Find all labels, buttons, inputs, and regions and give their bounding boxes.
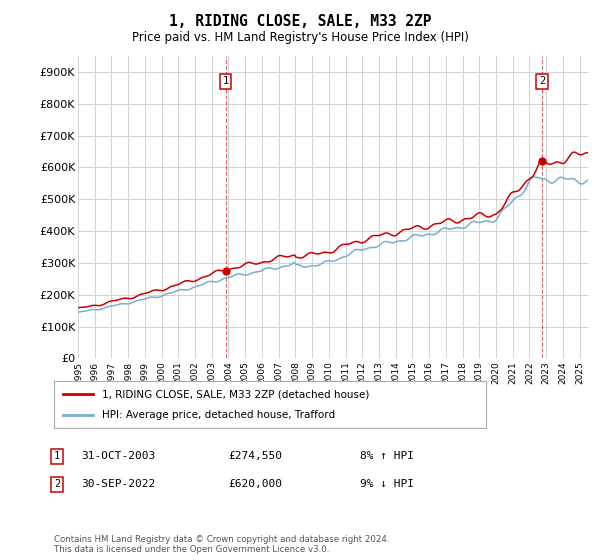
Text: 31-OCT-2003: 31-OCT-2003 <box>81 451 155 461</box>
Text: £620,000: £620,000 <box>228 479 282 489</box>
Text: 9% ↓ HPI: 9% ↓ HPI <box>360 479 414 489</box>
Text: 30-SEP-2022: 30-SEP-2022 <box>81 479 155 489</box>
Text: 1, RIDING CLOSE, SALE, M33 2ZP (detached house): 1, RIDING CLOSE, SALE, M33 2ZP (detached… <box>101 389 369 399</box>
Text: Price paid vs. HM Land Registry's House Price Index (HPI): Price paid vs. HM Land Registry's House … <box>131 31 469 44</box>
Text: 8% ↑ HPI: 8% ↑ HPI <box>360 451 414 461</box>
Text: 2: 2 <box>539 77 545 86</box>
Text: HPI: Average price, detached house, Trafford: HPI: Average price, detached house, Traf… <box>101 410 335 420</box>
Text: Contains HM Land Registry data © Crown copyright and database right 2024.
This d: Contains HM Land Registry data © Crown c… <box>54 535 389 554</box>
Text: 2: 2 <box>54 479 60 489</box>
Text: 1: 1 <box>54 451 60 461</box>
Text: 1, RIDING CLOSE, SALE, M33 2ZP: 1, RIDING CLOSE, SALE, M33 2ZP <box>169 14 431 29</box>
Text: 1: 1 <box>223 77 229 86</box>
Text: £274,550: £274,550 <box>228 451 282 461</box>
